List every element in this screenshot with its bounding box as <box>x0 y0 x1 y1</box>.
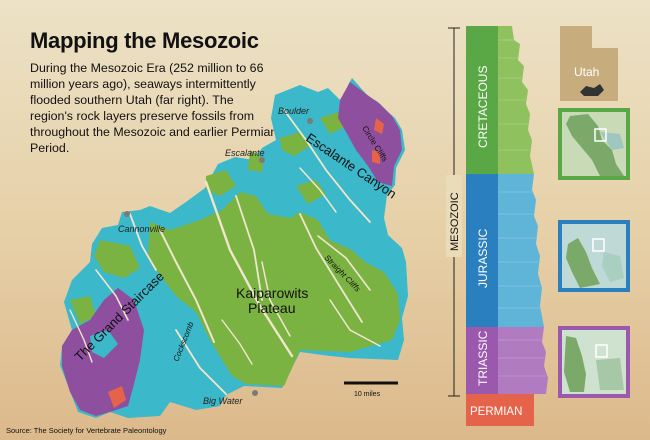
study-area-icon <box>580 84 604 96</box>
town-label-boulder: Boulder <box>278 106 310 116</box>
paleomap-triassic <box>558 326 630 398</box>
town-label-cannonville: Cannonville <box>118 224 165 234</box>
source-credit: Source: The Society for Vertebrate Paleo… <box>6 426 167 435</box>
period-bar-triassic <box>466 327 498 394</box>
description: During the Mesozoic Era (252 million to … <box>30 61 278 155</box>
period-label-triassic: TRIASSIC <box>476 330 490 386</box>
permian-area <box>108 386 126 408</box>
page-title: Mapping the Mesozoic <box>30 28 259 53</box>
strat-column-jurassic <box>498 174 544 327</box>
town-marker-cannonville <box>124 211 130 217</box>
utah-shape <box>560 26 618 101</box>
period-bar-permian <box>466 394 534 426</box>
period-label-jurassic: JURASSIC <box>476 228 490 288</box>
scale-label: 10 miles <box>354 391 381 398</box>
triassic-area <box>338 82 402 186</box>
period-bar-jurassic <box>466 174 498 327</box>
period-label-cretaceous: CRETACEOUS <box>476 66 490 148</box>
town-marker-boulder <box>307 118 313 124</box>
strat-column-triassic <box>498 327 548 394</box>
paleomap-cretaceous <box>558 108 630 180</box>
town-marker-big-water <box>252 390 258 396</box>
paleomap-jurassic <box>558 220 630 292</box>
region-label-plateau: Plateau <box>248 300 295 316</box>
town-marker-escalante <box>259 157 265 163</box>
scale-bar: 10 miles <box>344 381 398 398</box>
period-bar-cretaceous <box>466 26 498 174</box>
geologic-map <box>60 78 408 418</box>
era-label: MESOZOIC <box>449 192 461 251</box>
utah-label: Utah <box>574 65 599 79</box>
utah-inset: Utah <box>560 26 618 101</box>
strat-column-cretaceous <box>498 26 534 174</box>
region-label-kaiparowits: Kaiparowits <box>236 285 308 301</box>
period-timeline: MESOZOIC CRETACEOUS JURASSIC TRIASSIC PE… <box>446 26 548 426</box>
town-label-big-water: Big Water <box>203 396 243 406</box>
period-label-permian: PERMIAN <box>470 406 522 418</box>
town-label-escalante: Escalante <box>225 148 265 158</box>
